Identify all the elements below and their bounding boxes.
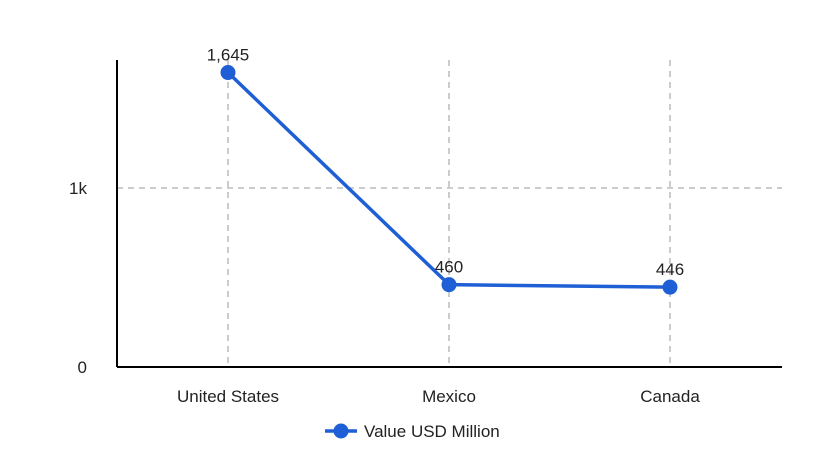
tick-labels: 0 1k United States Mexico Canada — [69, 179, 700, 406]
data-point[interactable] — [441, 277, 457, 293]
data-labels: 1,645 460 446 — [207, 46, 684, 280]
data-label: 1,645 — [207, 46, 250, 65]
axes — [116, 60, 782, 368]
data-point[interactable] — [220, 65, 236, 81]
data-label: 446 — [656, 260, 684, 279]
y-tick-label: 0 — [78, 358, 87, 377]
legend-dot-marker — [333, 423, 349, 439]
y-tick-label: 1k — [69, 179, 87, 198]
x-tick-label: Canada — [640, 387, 700, 406]
data-points — [220, 65, 678, 295]
legend-label: Value USD Million — [364, 422, 500, 441]
data-label: 460 — [435, 258, 463, 277]
x-tick-label: Mexico — [422, 387, 476, 406]
data-point[interactable] — [662, 279, 678, 295]
x-tick-label: United States — [177, 387, 279, 406]
legend[interactable]: Value USD Million — [325, 422, 500, 441]
grid-lines — [117, 60, 782, 367]
